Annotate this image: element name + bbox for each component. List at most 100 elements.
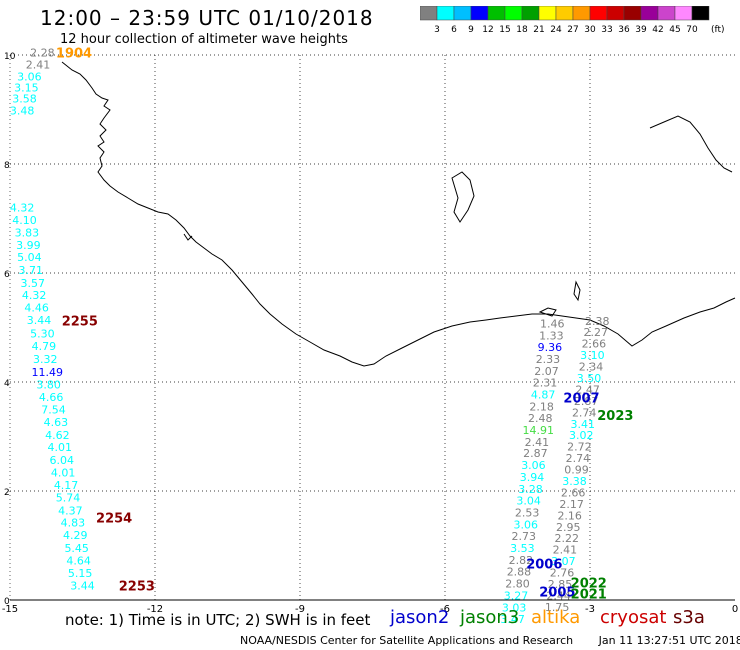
wave-height-value: 3.94 bbox=[520, 471, 545, 484]
wave-height-value: 2.07 bbox=[534, 365, 559, 378]
colorbar-label: 3 bbox=[434, 25, 440, 35]
wave-height-value: 3.15 bbox=[14, 82, 39, 95]
y-tick-label: 0 bbox=[4, 597, 10, 607]
wave-height-value: 2.82 bbox=[509, 554, 534, 567]
colorbar-unit: (ft) bbox=[711, 25, 725, 35]
map-subtitle: 12 hour collection of altimeter wave hei… bbox=[60, 32, 348, 47]
wave-height-value: 4.46 bbox=[24, 302, 49, 315]
wave-height-value: 2.22 bbox=[555, 532, 580, 545]
wave-height-value: 2.80 bbox=[505, 577, 530, 590]
wave-height-value: 5.15 bbox=[68, 567, 93, 580]
colorbar-label: 27 bbox=[567, 25, 578, 35]
wave-height-value: 5.30 bbox=[30, 327, 55, 340]
wave-height-value: 11.49 bbox=[31, 366, 63, 379]
wave-height-value: 2.44 bbox=[546, 589, 571, 602]
y-tick-labels: 0 2 4 6 8 10 bbox=[4, 52, 16, 607]
pass-time-label: 2021 bbox=[571, 587, 607, 602]
wave-height-value: 2.72 bbox=[567, 441, 592, 454]
y-tick-label: 6 bbox=[4, 270, 10, 280]
wave-height-value: 4.62 bbox=[45, 429, 70, 442]
wave-height-value: 6.04 bbox=[49, 454, 74, 467]
pass-time-label: 2007 bbox=[563, 392, 599, 407]
x-tick-label: -3 bbox=[585, 604, 595, 615]
y-tick-label: 4 bbox=[4, 379, 10, 389]
wave-height-value: 3.53 bbox=[510, 542, 535, 555]
wave-height-value: 1.46 bbox=[540, 318, 565, 331]
wave-height-value: 2.41 bbox=[525, 436, 550, 449]
wave-height-values: 2.282.413.063.153.583.484.324.103.833.99… bbox=[10, 47, 610, 626]
wave-height-value: 2.95 bbox=[556, 521, 581, 534]
wave-height-value: 2.66 bbox=[582, 338, 607, 351]
colorbar-label: 6 bbox=[451, 25, 457, 35]
colorbar-label: 24 bbox=[550, 25, 562, 35]
wave-height-value: 2.47 bbox=[575, 383, 600, 396]
wave-height-value: 2.88 bbox=[507, 565, 532, 578]
wave-height-value: 14.91 bbox=[523, 424, 555, 437]
wave-height-value: 2.38 bbox=[585, 315, 610, 328]
pass-time-label: 2254 bbox=[96, 512, 132, 527]
grid-lines bbox=[10, 54, 735, 600]
x-tick-label: 0 bbox=[732, 604, 738, 615]
wave-height-value: 4.32 bbox=[10, 201, 35, 214]
y-tick-label: 8 bbox=[4, 161, 10, 171]
wave-height-value: 2.31 bbox=[533, 376, 558, 389]
wave-height-value: 4.37 bbox=[58, 504, 83, 517]
wave-height-value: 2.28 bbox=[30, 47, 55, 60]
wave-height-value: 3.80 bbox=[36, 379, 61, 392]
wave-height-value: 3.06 bbox=[513, 519, 538, 532]
legend-cryosat: cryosat bbox=[600, 607, 667, 628]
wave-height-value: 4.87 bbox=[531, 388, 556, 401]
x-tick-labels: -15 -12 -9 -6 -3 0 bbox=[2, 604, 738, 615]
wave-height-value: 2.85 bbox=[548, 578, 573, 591]
wave-height-value: 3.44 bbox=[70, 580, 95, 593]
wave-height-value: 2.74 bbox=[566, 452, 591, 465]
colorbar-label: 18 bbox=[516, 25, 528, 35]
wave-height-value: 3.06 bbox=[17, 71, 42, 84]
legend-jason2: jason2 bbox=[390, 607, 450, 628]
pass-time-label: 2006 bbox=[526, 557, 562, 572]
wave-height-value: 3.50 bbox=[577, 372, 602, 385]
y-tick-label: 2 bbox=[4, 488, 10, 498]
generated-timestamp: Jan 11 13:27:51 UTC 2018 bbox=[598, 634, 740, 647]
wave-height-value: 4.01 bbox=[48, 441, 73, 454]
wave-height-value: 3.02 bbox=[569, 429, 594, 442]
pass-time-label: 2255 bbox=[62, 314, 98, 329]
units-note: note: 1) Time is in UTC; 2) SWH is in fe… bbox=[65, 611, 371, 629]
wave-height-value: 2.41 bbox=[26, 59, 51, 72]
wave-height-value: 4.01 bbox=[51, 466, 76, 479]
wave-height-value: 5.74 bbox=[56, 491, 81, 504]
wave-height-value: 5.04 bbox=[17, 251, 42, 264]
pass-time-label: 2023 bbox=[597, 409, 633, 424]
wave-height-value: 3.83 bbox=[15, 226, 40, 239]
colorbar-label: 39 bbox=[635, 25, 647, 35]
wave-height-value: 2.87 bbox=[574, 395, 599, 408]
credit-line: NOAA/NESDIS Center for Satellite Applica… bbox=[240, 634, 740, 647]
wave-height-value: 3.71 bbox=[19, 264, 44, 277]
wave-height-value: 3.27 bbox=[504, 589, 529, 602]
wave-height-value: 7.54 bbox=[41, 404, 66, 417]
colorbar-label: 33 bbox=[601, 25, 612, 35]
colorbar-label: 21 bbox=[533, 25, 544, 35]
wave-height-value: 2.66 bbox=[561, 486, 586, 499]
x-tick-label: -15 bbox=[2, 604, 18, 615]
wave-height-value: 2.53 bbox=[515, 507, 540, 520]
wave-height-value: 3.48 bbox=[10, 104, 35, 117]
coastline bbox=[61, 61, 736, 367]
x-tick-label: -12 bbox=[147, 604, 163, 615]
wave-height-value: 2.33 bbox=[536, 353, 561, 366]
pass-time-label: 2253 bbox=[119, 580, 155, 595]
legend-s3a: s3a bbox=[673, 607, 705, 628]
wave-height-value: 3.10 bbox=[580, 349, 605, 362]
wave-height-value: 3.41 bbox=[571, 418, 596, 431]
colorbar-label: 30 bbox=[584, 25, 596, 35]
wave-height-value: 4.79 bbox=[32, 340, 57, 353]
wave-height-value: 4.64 bbox=[66, 555, 91, 568]
x-tick-label: -6 bbox=[440, 604, 450, 615]
colorbar-label: 12 bbox=[482, 25, 493, 35]
colorbar-swatch bbox=[691, 6, 710, 21]
colorbar-label: 45 bbox=[669, 25, 680, 35]
wave-height-value: 2.76 bbox=[550, 567, 575, 580]
wave-height-value: 2.17 bbox=[559, 498, 584, 511]
wave-height-value: 2.16 bbox=[557, 509, 582, 522]
